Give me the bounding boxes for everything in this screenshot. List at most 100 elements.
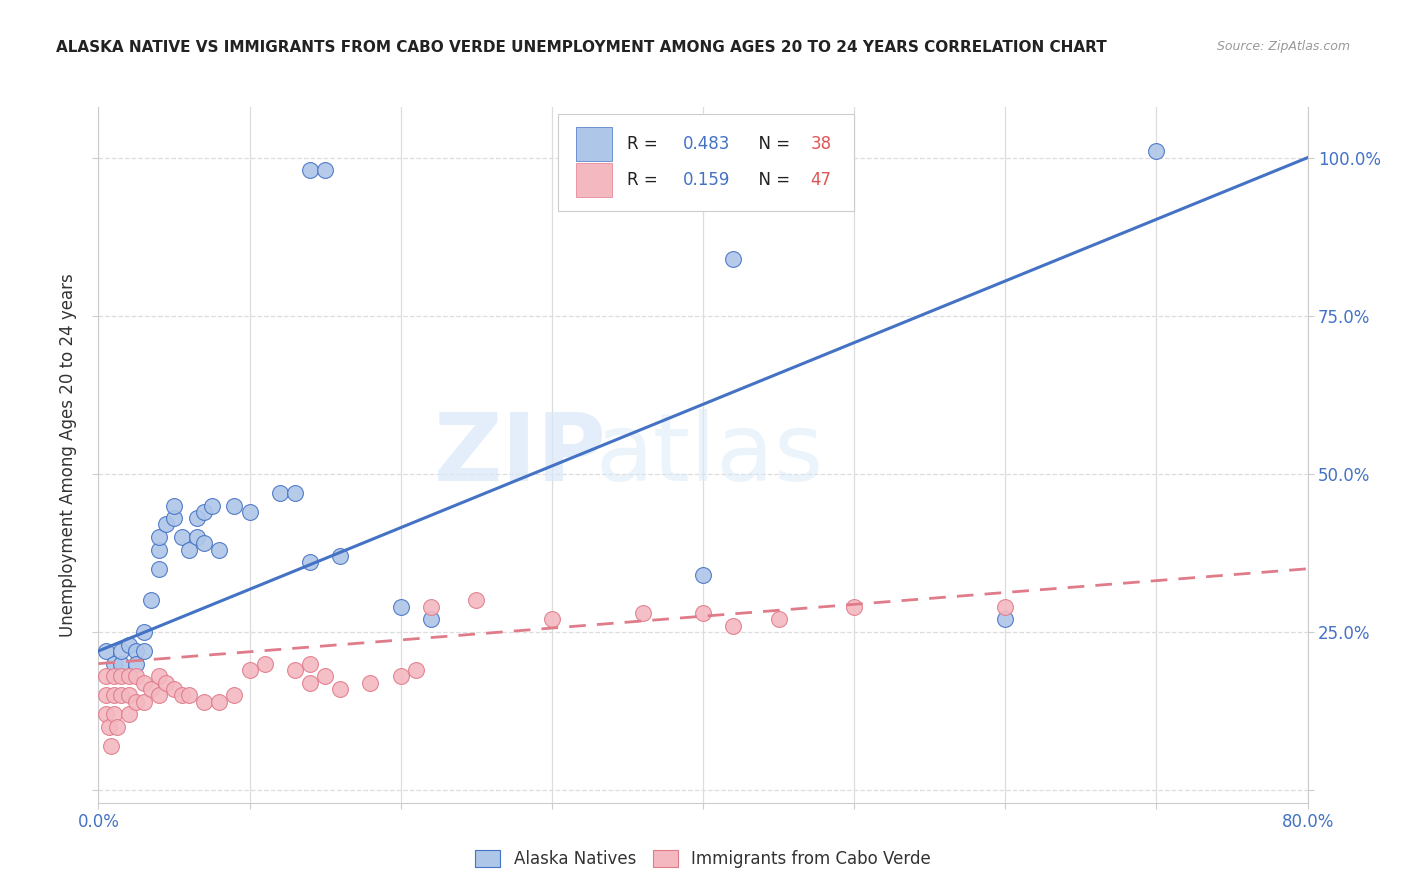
Point	[186, 511, 208, 525]
Point	[201, 499, 224, 513]
Point	[105, 720, 128, 734]
Point	[299, 556, 322, 570]
Point	[132, 695, 155, 709]
Point	[118, 638, 141, 652]
Text: N =: N =	[748, 135, 796, 153]
Bar	[576, 128, 613, 161]
Point	[125, 669, 148, 683]
Point	[118, 707, 141, 722]
Text: 0.483: 0.483	[682, 135, 730, 153]
Y-axis label: Unemployment Among Ages 20 to 24 years: Unemployment Among Ages 20 to 24 years	[59, 273, 77, 637]
Point	[110, 644, 132, 658]
Text: Source: ZipAtlas.com: Source: ZipAtlas.com	[1216, 40, 1350, 54]
Point	[844, 599, 866, 614]
Point	[170, 688, 193, 702]
Point	[103, 657, 125, 671]
Point	[163, 499, 186, 513]
Point	[179, 542, 201, 557]
Point	[94, 688, 117, 702]
Point	[631, 606, 654, 620]
Point	[193, 695, 215, 709]
Point	[170, 530, 193, 544]
Point	[110, 657, 132, 671]
Text: ALASKA NATIVE VS IMMIGRANTS FROM CABO VERDE UNEMPLOYMENT AMONG AGES 20 TO 24 YEA: ALASKA NATIVE VS IMMIGRANTS FROM CABO VE…	[56, 40, 1107, 55]
FancyBboxPatch shape	[558, 114, 855, 211]
Point	[103, 688, 125, 702]
Point	[148, 688, 170, 702]
Point	[239, 505, 262, 519]
Point	[132, 625, 155, 640]
Point	[405, 663, 427, 677]
Point	[148, 542, 170, 557]
Point	[1144, 145, 1167, 159]
Point	[208, 542, 231, 557]
Point	[723, 252, 745, 266]
Point	[360, 675, 382, 690]
Point	[329, 681, 352, 696]
Point	[994, 612, 1017, 626]
Point	[193, 536, 215, 550]
Point	[692, 606, 714, 620]
Text: ZIP: ZIP	[433, 409, 606, 501]
Point	[94, 669, 117, 683]
Point	[299, 163, 322, 178]
Point	[540, 612, 562, 626]
Point	[155, 517, 177, 532]
Point	[163, 681, 186, 696]
Point	[94, 707, 117, 722]
Point	[224, 499, 246, 513]
Point	[110, 688, 132, 702]
Point	[314, 669, 336, 683]
Point	[103, 669, 125, 683]
Point	[994, 599, 1017, 614]
Point	[299, 657, 322, 671]
Point	[125, 695, 148, 709]
Point	[148, 669, 170, 683]
Point	[186, 530, 208, 544]
Point	[118, 669, 141, 683]
Text: 47: 47	[811, 171, 831, 189]
Point	[284, 663, 307, 677]
Point	[103, 707, 125, 722]
Point	[148, 530, 170, 544]
Point	[193, 505, 215, 519]
Point	[692, 568, 714, 582]
Point	[768, 612, 790, 626]
Point	[141, 593, 163, 607]
Text: N =: N =	[748, 171, 796, 189]
Point	[239, 663, 262, 677]
Point	[148, 562, 170, 576]
Text: 0.159: 0.159	[682, 171, 730, 189]
Text: R =: R =	[627, 171, 662, 189]
Point	[224, 688, 246, 702]
Point	[314, 163, 336, 178]
Point	[299, 675, 322, 690]
Point	[329, 549, 352, 563]
Point	[132, 644, 155, 658]
Text: atlas: atlas	[596, 409, 824, 501]
Point	[420, 612, 443, 626]
Point	[389, 599, 412, 614]
Point	[110, 669, 132, 683]
Point	[94, 644, 117, 658]
Point	[465, 593, 488, 607]
Point	[132, 675, 155, 690]
Point	[208, 695, 231, 709]
Point	[723, 618, 745, 632]
Point	[155, 675, 177, 690]
Point	[389, 669, 412, 683]
Point	[179, 688, 201, 702]
Point	[118, 688, 141, 702]
Point	[269, 486, 291, 500]
Point	[125, 644, 148, 658]
Legend: Alaska Natives, Immigrants from Cabo Verde: Alaska Natives, Immigrants from Cabo Ver…	[468, 843, 938, 875]
Point	[284, 486, 307, 500]
Point	[100, 739, 122, 753]
Point	[163, 511, 186, 525]
Point	[125, 657, 148, 671]
Point	[253, 657, 276, 671]
Point	[98, 720, 121, 734]
Point	[141, 681, 163, 696]
Text: R =: R =	[627, 135, 662, 153]
Bar	[576, 163, 613, 197]
